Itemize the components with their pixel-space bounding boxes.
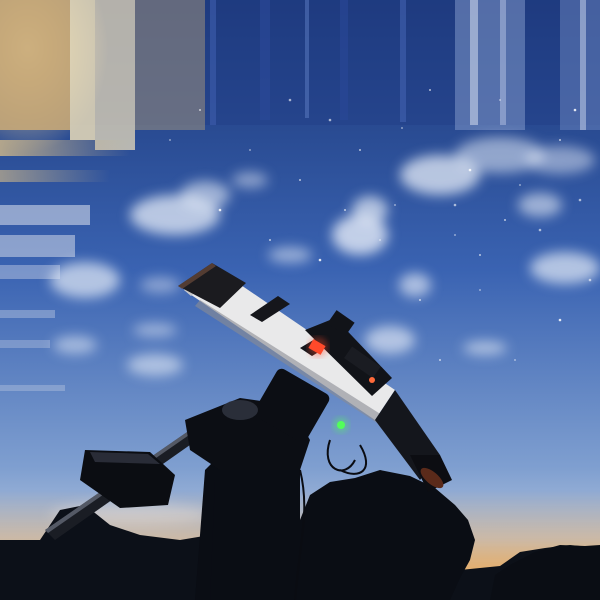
glow-block bbox=[0, 0, 70, 130]
star bbox=[439, 359, 441, 361]
star bbox=[539, 229, 542, 232]
star bbox=[454, 234, 456, 236]
star bbox=[319, 259, 322, 262]
star bbox=[401, 127, 403, 129]
star bbox=[499, 99, 501, 101]
star bbox=[469, 169, 472, 172]
star bbox=[419, 299, 421, 301]
star bbox=[249, 149, 251, 151]
star bbox=[289, 99, 292, 102]
star bbox=[479, 254, 481, 256]
star bbox=[519, 184, 521, 186]
star bbox=[454, 204, 457, 207]
star bbox=[329, 119, 332, 122]
star bbox=[479, 289, 481, 291]
star bbox=[514, 359, 516, 361]
star bbox=[574, 109, 577, 112]
star bbox=[379, 239, 381, 241]
star bbox=[344, 209, 346, 211]
star bbox=[394, 204, 396, 206]
star bbox=[359, 149, 361, 151]
star bbox=[589, 279, 592, 282]
star bbox=[559, 319, 562, 322]
star bbox=[219, 209, 222, 212]
star bbox=[199, 109, 201, 111]
star bbox=[169, 139, 171, 141]
star bbox=[299, 179, 301, 181]
star bbox=[269, 239, 271, 241]
star bbox=[429, 89, 431, 91]
star bbox=[559, 139, 561, 141]
star bbox=[504, 219, 506, 221]
star bbox=[579, 199, 582, 202]
